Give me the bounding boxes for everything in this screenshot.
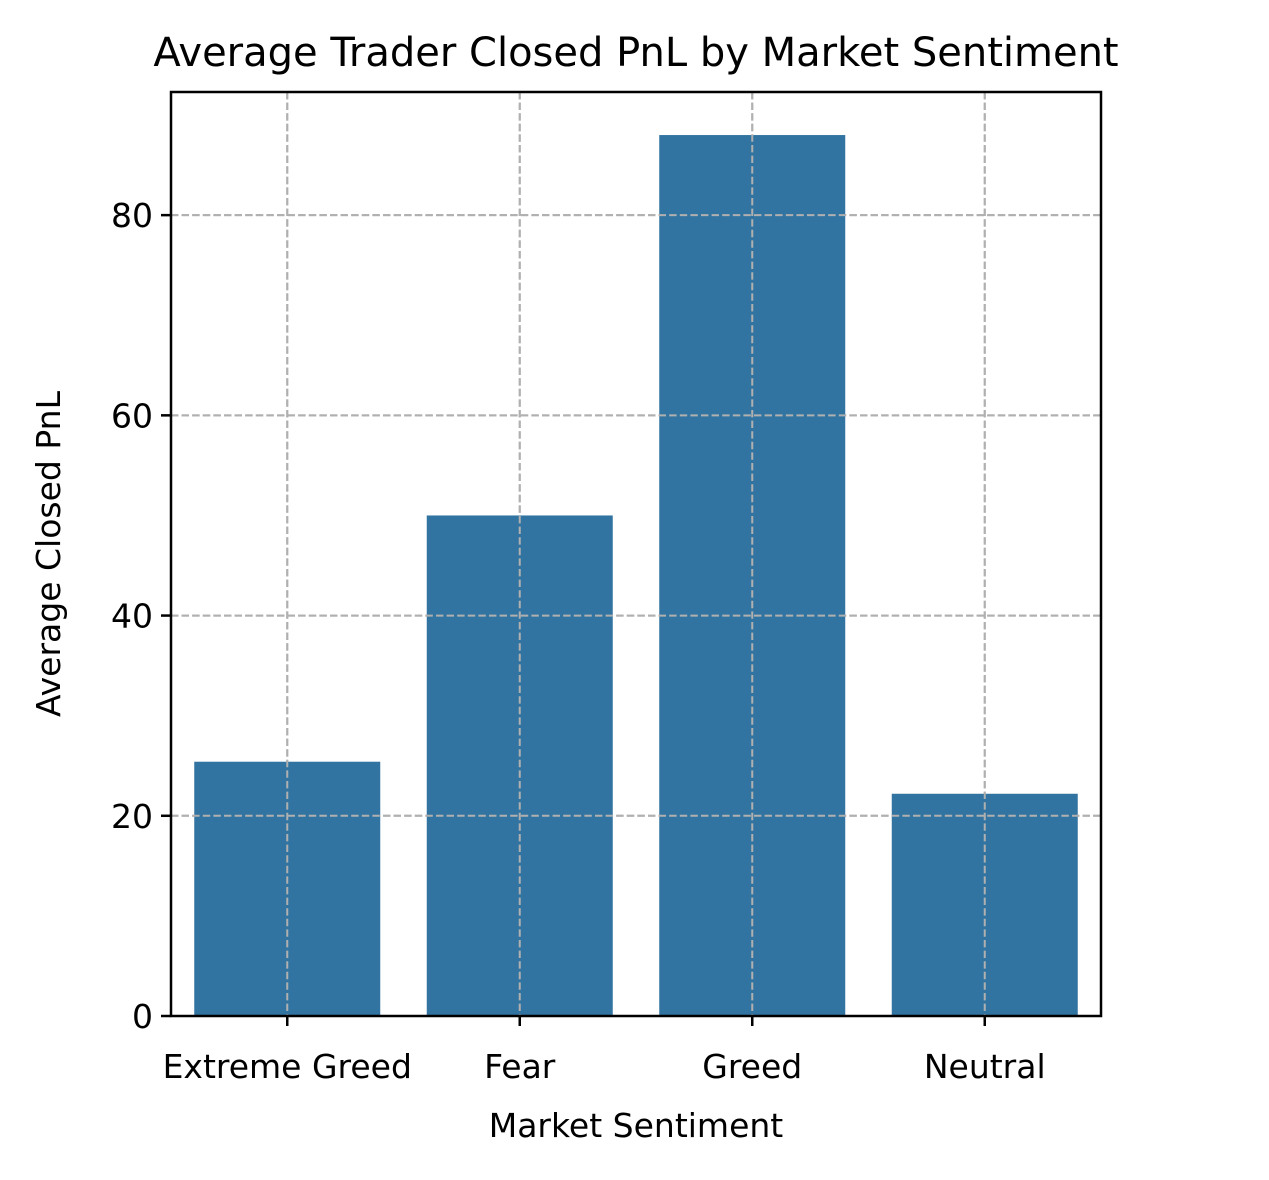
x-tick-label-3: Neutral — [924, 1047, 1046, 1086]
x-tick-label-2: Greed — [702, 1047, 802, 1086]
plot-frame — [169, 90, 1103, 1018]
chart-title: Average Trader Closed PnL by Market Sent… — [153, 30, 1118, 76]
y-tick-label-0: 0 — [132, 997, 153, 1036]
bars-layer — [194, 135, 1078, 1017]
y-tick-label-4: 80 — [111, 196, 153, 235]
x-tick-label-1: Fear — [484, 1047, 556, 1086]
y-tick-label-3: 60 — [111, 396, 153, 435]
x-axis-label: Market Sentiment — [489, 1106, 784, 1145]
y-axis-label: Average Closed PnL — [29, 390, 68, 717]
ticks-layer: 0 20 40 60 80 Extreme Greed Fear Greed Neutral — [111, 196, 1046, 1086]
y-tick-label-1: 20 — [111, 797, 153, 836]
grid-overlay-layer — [171, 92, 1101, 1016]
y-tick-label-2: 40 — [111, 597, 153, 636]
x-tick-label-0: Extreme Greed — [163, 1047, 412, 1086]
